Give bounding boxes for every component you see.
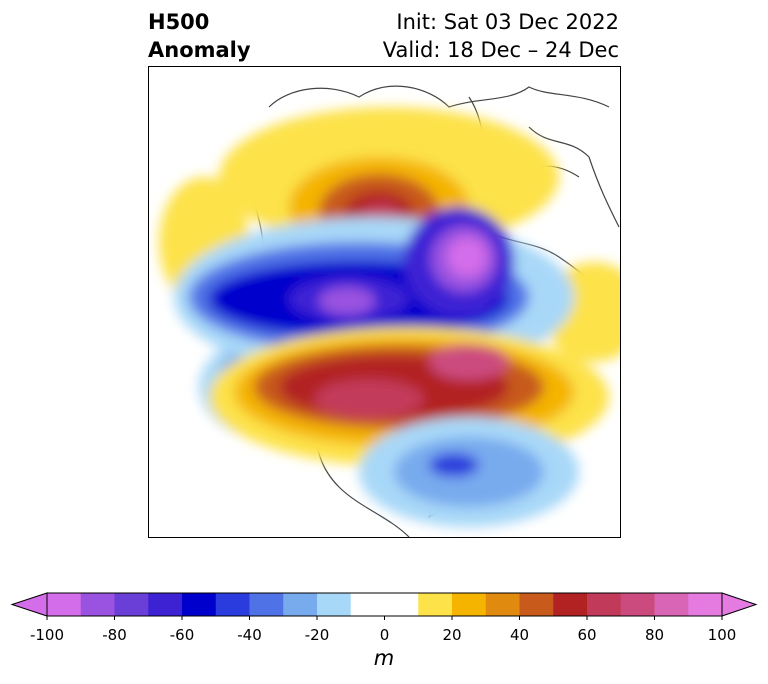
colorbar-segment [350, 593, 385, 616]
anomaly-contours [159, 107, 620, 527]
colorbar-segment [148, 593, 183, 616]
colorbar-segment [485, 593, 520, 616]
colorbar-segment [317, 593, 352, 616]
colorbar-segment [688, 593, 723, 616]
colorbar [10, 592, 758, 620]
colorbar-segment [182, 593, 217, 616]
map-canvas [159, 85, 620, 537]
valid-range: Valid: 18 Dec – 24 Dec [382, 38, 619, 62]
colorbar-segment [418, 593, 453, 616]
colorbar-tick-label: 100 [707, 626, 737, 644]
colorbar-tick-label: 80 [644, 626, 665, 644]
title-field: Anomaly [148, 38, 251, 62]
colorbar-segment [553, 593, 588, 616]
colorbar-extend-low [10, 592, 48, 617]
colorbar-segment [249, 593, 284, 616]
title-variable: H500 [148, 10, 210, 34]
init-date: Init: Sat 03 Dec 2022 [396, 10, 619, 34]
colorbar-segment [654, 593, 689, 616]
colorbar-segment [587, 593, 622, 616]
title-left: H500 Anomaly [148, 8, 251, 64]
colorbar-segment [114, 593, 149, 616]
colorbar-tick-label: -100 [29, 626, 65, 644]
colorbar-tick-label: 40 [509, 626, 530, 644]
title-right: Init: Sat 03 Dec 2022 Valid: 18 Dec – 24… [383, 8, 619, 64]
colorbar-tick-label: 0 [379, 626, 390, 644]
anomaly-map [148, 66, 621, 538]
colorbar-segment [215, 593, 250, 616]
colorbar-tick-label: -40 [237, 626, 262, 644]
colorbar-segment [384, 593, 419, 616]
colorbar-tick-label: -60 [169, 626, 195, 644]
colorbar-unit: m [373, 646, 395, 670]
colorbar-segment [452, 593, 487, 616]
colorbar-extend-high [721, 592, 758, 617]
colorbar-segment [620, 593, 655, 616]
colorbar-segment [80, 593, 115, 616]
colorbar-tick-label: 20 [442, 626, 462, 644]
colorbar-segment [47, 593, 82, 616]
colorbar-segment [283, 593, 318, 616]
colorbar-tick-label: -20 [304, 626, 330, 644]
colorbar-tick-label: 60 [577, 626, 597, 644]
colorbar-segment [519, 593, 554, 616]
colorbar-tick-label: -80 [102, 626, 127, 644]
